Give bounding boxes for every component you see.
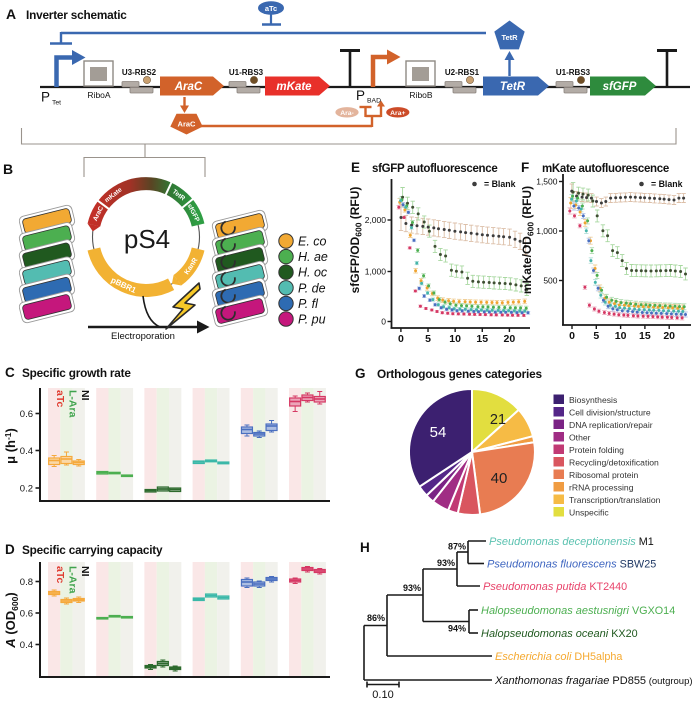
svg-text:Pseudomonas deceptionensis M1: Pseudomonas deceptionensis M1 xyxy=(489,536,654,548)
svg-text:Halopseudomonas oceani KX20: Halopseudomonas oceani KX20 xyxy=(481,628,638,640)
svg-text:2,000: 2,000 xyxy=(365,215,387,225)
svg-text:Xanthomonas fragariae PD855 (o: Xanthomonas fragariae PD855 (outgroup) xyxy=(494,675,693,687)
svg-text:21: 21 xyxy=(490,412,506,428)
svg-text:10: 10 xyxy=(615,330,627,342)
svg-text:BAD: BAD xyxy=(367,98,381,105)
svg-text:P. de: P. de xyxy=(298,281,326,295)
svg-text:B: B xyxy=(3,161,13,177)
svg-text:TetR: TetR xyxy=(500,81,526,93)
svg-text:0.6: 0.6 xyxy=(20,608,33,619)
svg-text:AraC: AraC xyxy=(178,120,197,129)
svg-text:= Blank: = Blank xyxy=(651,179,683,189)
svg-text:sfGFP autofluorescence: sfGFP autofluorescence xyxy=(372,163,497,175)
svg-text:87%: 87% xyxy=(448,542,466,552)
svg-text:aTc: aTc xyxy=(54,390,66,407)
svg-text:L-Ara: L-Ara xyxy=(67,566,79,594)
svg-text:AraC: AraC xyxy=(174,81,203,93)
svg-text:94%: 94% xyxy=(448,624,466,634)
svg-text:= Blank: = Blank xyxy=(484,179,516,189)
svg-text:54: 54 xyxy=(430,424,447,441)
svg-text:NI: NI xyxy=(79,566,91,577)
svg-text:1,000: 1,000 xyxy=(536,226,558,236)
svg-text:P: P xyxy=(356,88,365,103)
svg-text:NI: NI xyxy=(79,390,91,401)
svg-text:U1-RBS3: U1-RBS3 xyxy=(229,68,264,77)
svg-text:0.10: 0.10 xyxy=(372,689,393,700)
svg-text:0.8: 0.8 xyxy=(20,577,33,588)
svg-text:93%: 93% xyxy=(403,583,421,593)
svg-text:Ara+: Ara+ xyxy=(390,110,405,117)
svg-text:1,000: 1,000 xyxy=(365,267,387,277)
svg-text:U1-RBS3: U1-RBS3 xyxy=(556,68,591,77)
svg-text:93%: 93% xyxy=(437,558,455,568)
svg-text:5: 5 xyxy=(593,330,599,342)
svg-text:H: H xyxy=(360,540,370,555)
svg-text:mKate: mKate xyxy=(276,81,312,93)
svg-text:Cell division/structure: Cell division/structure xyxy=(569,407,651,417)
svg-text:P. pu: P. pu xyxy=(298,313,326,327)
svg-text:Ara-: Ara- xyxy=(340,110,354,117)
svg-text:A: A xyxy=(6,6,16,22)
svg-text:sfGFP: sfGFP xyxy=(603,81,637,93)
svg-text:aTc: aTc xyxy=(265,4,277,13)
svg-text:Inverter schematic: Inverter schematic xyxy=(26,8,127,22)
svg-text:0: 0 xyxy=(569,330,575,342)
svg-text:P: P xyxy=(41,90,50,105)
svg-text:TetR: TetR xyxy=(501,33,518,42)
svg-text:1,500: 1,500 xyxy=(536,177,558,187)
svg-text:Orthologous genes categories: Orthologous genes categories xyxy=(377,367,542,381)
svg-text:0.4: 0.4 xyxy=(20,446,33,457)
svg-text:G: G xyxy=(355,366,366,381)
svg-text:E: E xyxy=(351,160,360,175)
svg-text:Halopseudomonas aestusnigri VG: Halopseudomonas aestusnigri VGXO14 xyxy=(481,605,675,617)
svg-text:20: 20 xyxy=(504,333,516,345)
svg-text:Pseudomonas fluorescens SBW25: Pseudomonas fluorescens SBW25 xyxy=(487,559,656,571)
svg-text:Escherichia coli DH5alpha: Escherichia coli DH5alpha xyxy=(495,651,622,663)
svg-text:D: D xyxy=(5,542,15,557)
svg-text:Specific carrying capacity: Specific carrying capacity xyxy=(22,543,163,557)
svg-text:rRNA processing: rRNA processing xyxy=(569,482,634,492)
svg-text:DNA replication/repair: DNA replication/repair xyxy=(569,420,653,430)
svg-text:20: 20 xyxy=(663,330,675,342)
svg-text:RiboA: RiboA xyxy=(87,90,110,100)
svg-text:15: 15 xyxy=(639,330,651,342)
svg-text:F: F xyxy=(521,160,529,175)
svg-text:40: 40 xyxy=(491,470,508,487)
svg-text:RiboB: RiboB xyxy=(409,90,432,100)
svg-text:10: 10 xyxy=(449,333,461,345)
svg-text:Transcription/translation: Transcription/translation xyxy=(569,495,661,505)
svg-text:aTc: aTc xyxy=(54,566,66,583)
svg-text:mKate autofluorescence: mKate autofluorescence xyxy=(542,163,669,175)
svg-text:U3-RBS2: U3-RBS2 xyxy=(122,68,157,77)
svg-text:U2-RBS1: U2-RBS1 xyxy=(445,68,480,77)
svg-text:H. oc: H. oc xyxy=(298,266,328,280)
svg-text:H. ae: H. ae xyxy=(298,250,328,264)
svg-text:0: 0 xyxy=(381,317,386,327)
svg-text:P. fl: P. fl xyxy=(298,297,319,311)
svg-text:mKate/OD600 (RFU): mKate/OD600 (RFU) xyxy=(520,186,536,294)
svg-text:C: C xyxy=(5,365,15,380)
svg-text:pS4: pS4 xyxy=(124,224,170,254)
svg-text:15: 15 xyxy=(476,333,488,345)
svg-text:Pseudomonas putida KT2440: Pseudomonas putida KT2440 xyxy=(483,581,627,593)
svg-text:E. co: E. co xyxy=(298,235,327,249)
svg-text:Other: Other xyxy=(569,432,591,442)
svg-text:Electroporation: Electroporation xyxy=(111,331,175,342)
svg-text:500: 500 xyxy=(543,276,557,286)
svg-text:Ribosomal protein: Ribosomal protein xyxy=(569,470,638,480)
svg-text:Protein folding: Protein folding xyxy=(569,445,624,455)
svg-text:Specific growth rate: Specific growth rate xyxy=(22,366,131,380)
svg-text:0: 0 xyxy=(398,333,404,345)
svg-text:5: 5 xyxy=(425,333,431,345)
svg-text:sfGFP/OD600 (RFU): sfGFP/OD600 (RFU) xyxy=(348,187,364,294)
svg-text:0.2: 0.2 xyxy=(20,483,33,494)
svg-text:Biosynthesis: Biosynthesis xyxy=(569,395,617,405)
svg-text:Unspecific: Unspecific xyxy=(569,507,609,517)
svg-text:0.6: 0.6 xyxy=(20,409,33,420)
svg-text:Tet: Tet xyxy=(52,100,61,107)
svg-text:86%: 86% xyxy=(367,613,385,623)
svg-text:Recycling/detoxification: Recycling/detoxification xyxy=(569,457,659,467)
svg-text:0.4: 0.4 xyxy=(20,640,33,651)
svg-text:L-Ara: L-Ara xyxy=(67,390,79,418)
